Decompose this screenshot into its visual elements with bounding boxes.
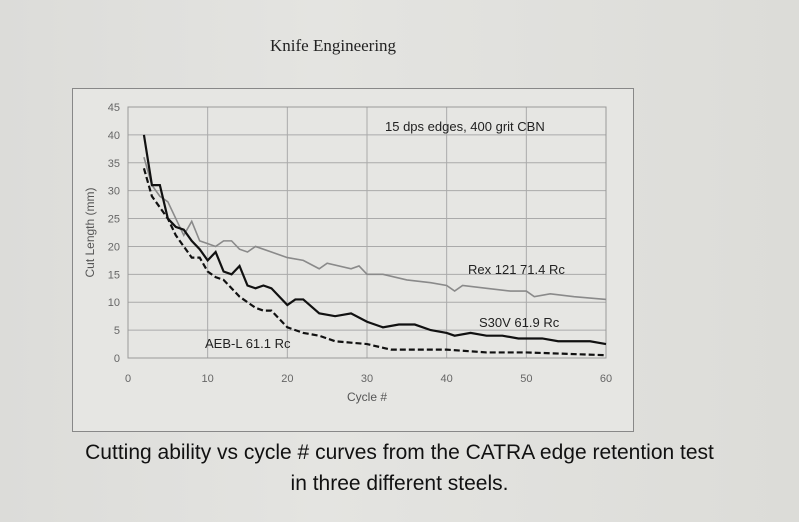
x-tick-label: 40 (441, 373, 453, 385)
y-tick-label: 40 (108, 130, 120, 142)
y-tick-label: 0 (114, 353, 120, 365)
series-line-1 (142, 134, 607, 346)
chart-annotation: 15 dps edges, 400 grit CBN (385, 119, 545, 134)
chart-frame (72, 88, 634, 432)
y-tick-label: 15 (108, 269, 120, 281)
x-axis-label: Cycle # (347, 390, 387, 404)
plot-area (127, 106, 607, 359)
y-tick-label: 10 (108, 297, 120, 309)
series-label: Rex 121 71.4 Rc (468, 262, 565, 277)
series-line-2 (142, 168, 607, 357)
y-tick-label: 25 (108, 214, 120, 226)
x-tick-label: 0 (125, 373, 131, 385)
y-tick-label: 30 (108, 186, 120, 198)
y-tick-label: 20 (108, 241, 120, 253)
x-tick-label: 20 (281, 373, 293, 385)
x-tick-label: 10 (202, 373, 214, 385)
caption-line-2: in three different steels. (290, 472, 509, 495)
series-label: S30V 61.9 Rc (479, 315, 560, 330)
series-line-0 (143, 156, 607, 301)
x-tick-label: 60 (600, 373, 612, 385)
y-tick-label: 5 (114, 325, 120, 337)
page-header: Knife Engineering (270, 36, 397, 55)
series-label: AEB-L 61.1 Rc (205, 336, 291, 351)
y-axis-label: Cut Length (mm) (83, 187, 97, 277)
y-tick-label: 35 (108, 158, 120, 170)
x-tick-label: 30 (361, 373, 373, 385)
x-tick-label: 50 (520, 373, 532, 385)
y-tick-label: 45 (108, 102, 120, 114)
caption-line-1: Cutting ability vs cycle # curves from t… (85, 441, 714, 464)
